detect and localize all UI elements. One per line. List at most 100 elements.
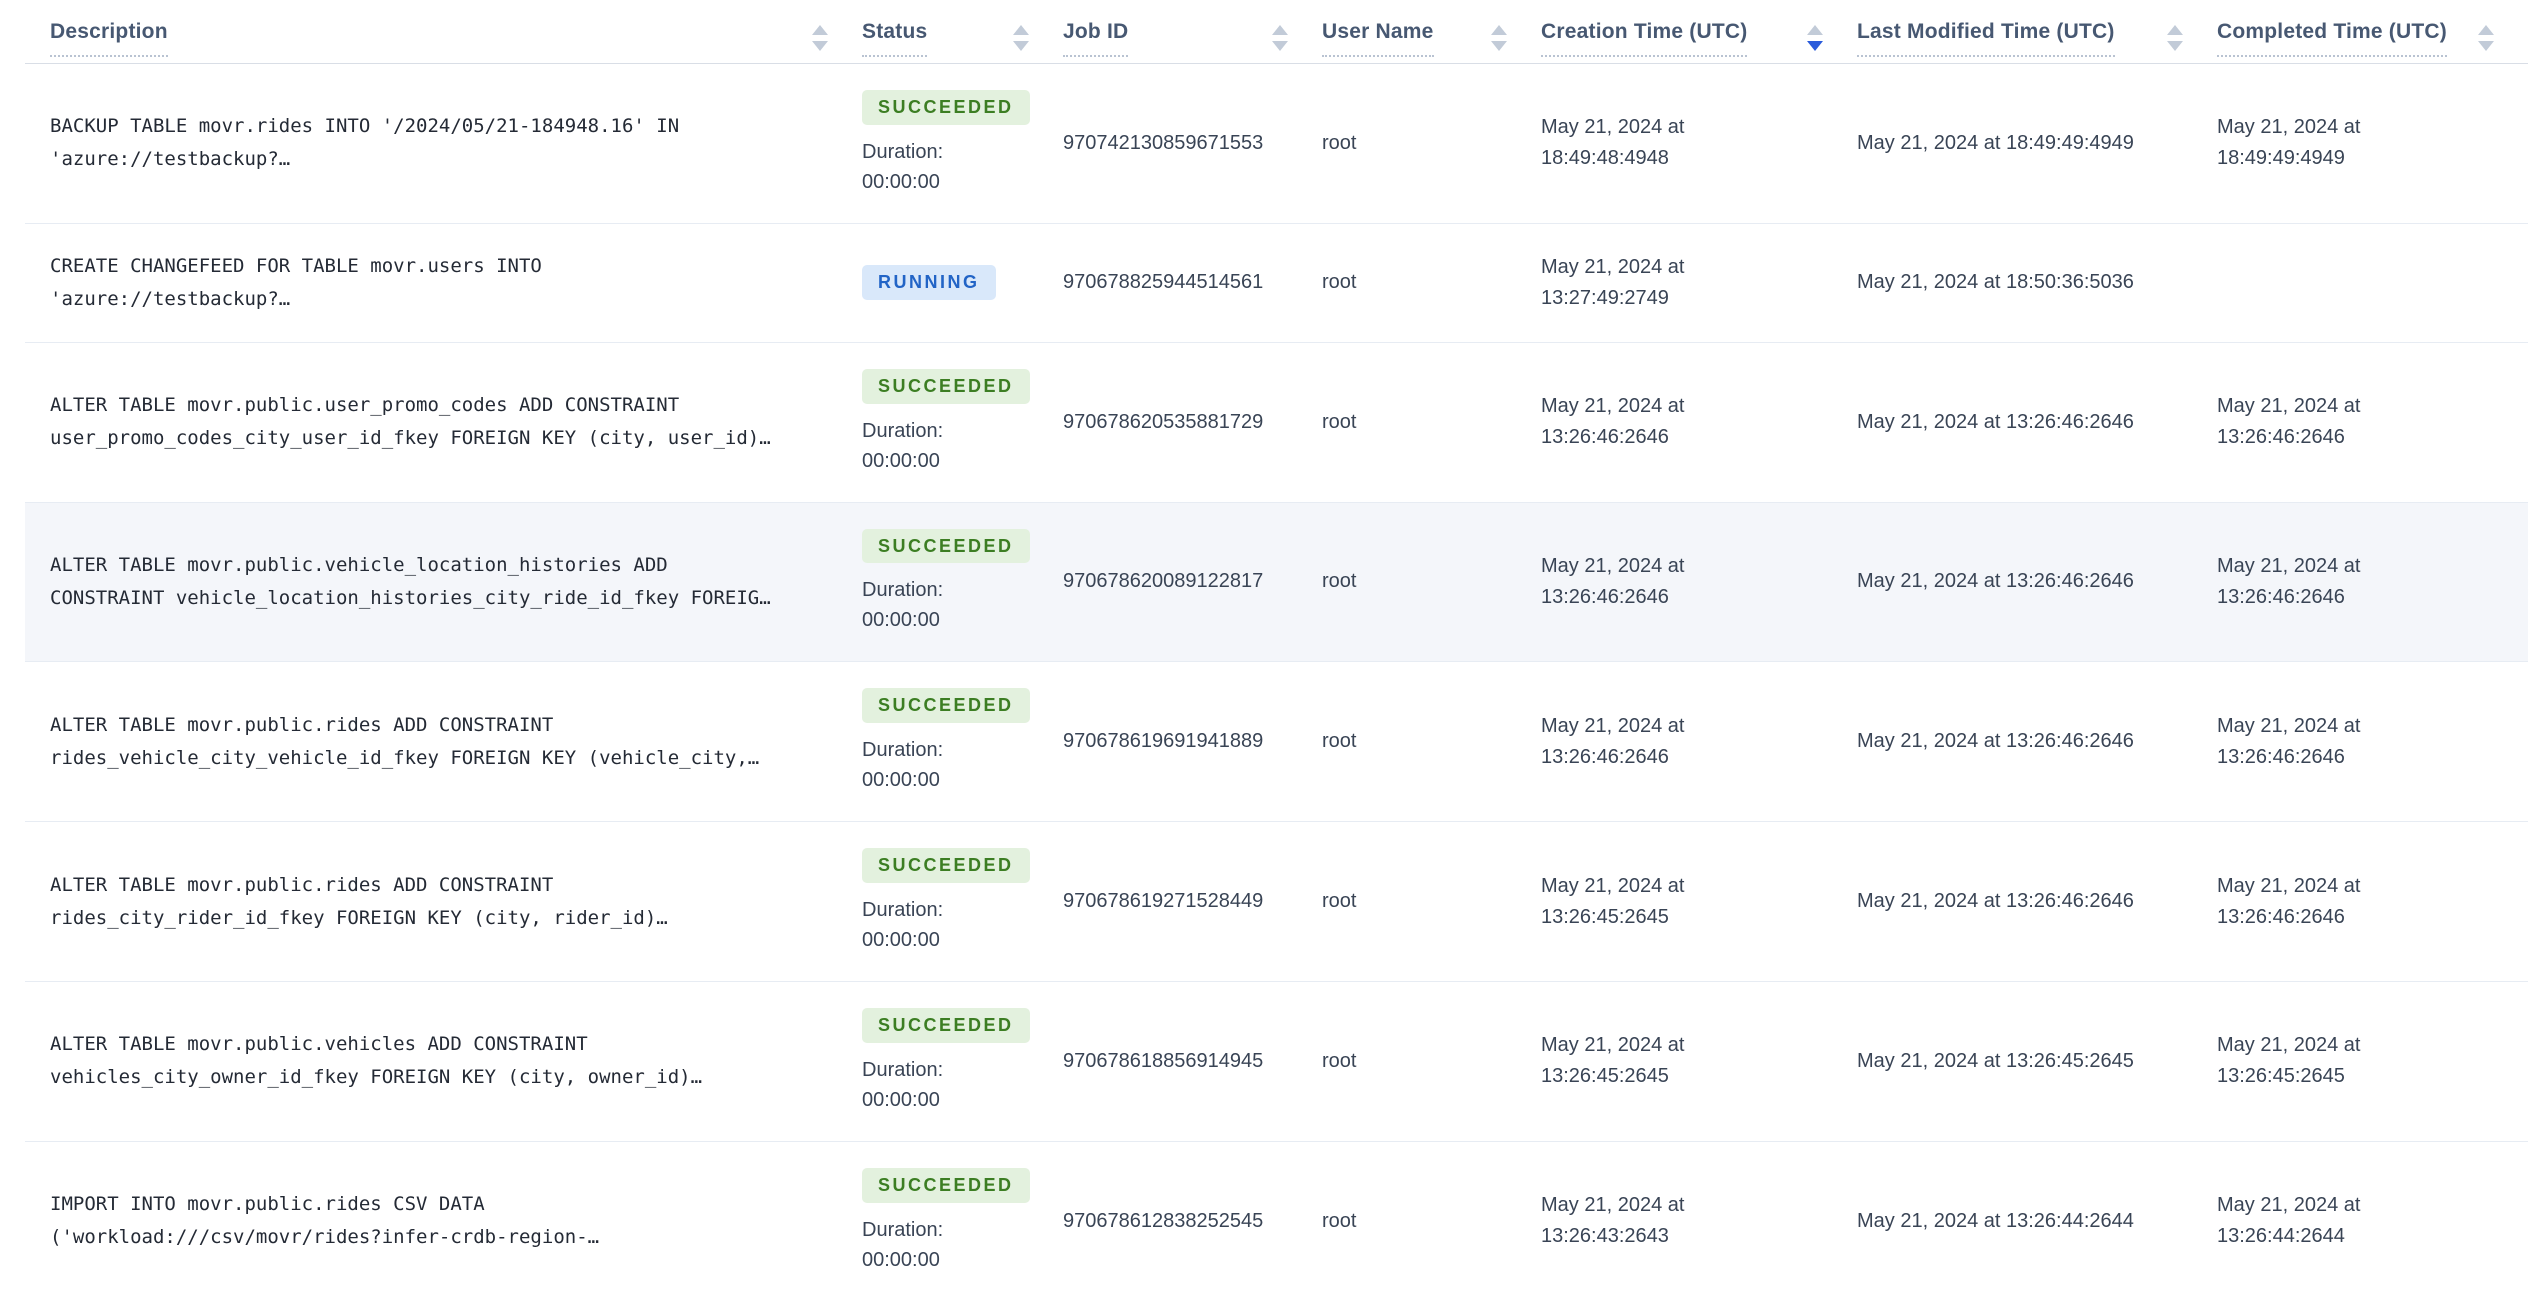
user-name-cell: root xyxy=(1322,502,1541,663)
creation-time-cell: May 21, 2024 at 13:27:49:2749 xyxy=(1541,223,1857,343)
table-header-row: Description Status Job ID User Name xyxy=(25,0,2528,64)
job-description: BACKUP TABLE movr.rides INTO '/2024/05/2… xyxy=(50,115,680,171)
job-id-cell: 970678619271528449 xyxy=(1063,821,1322,982)
column-header-user-name[interactable]: User Name xyxy=(1322,0,1541,64)
completed-time-cell: May 21, 2024 at 13:26:46:2646 xyxy=(2217,821,2528,982)
duration-label: Duration: xyxy=(862,579,944,602)
job-status-cell: SUCCEEDED Duration: 00:00:00 xyxy=(862,821,1063,982)
column-header-last-modified-time[interactable]: Last Modified Time (UTC) xyxy=(1857,0,2217,64)
last-modified-time-cell: May 21, 2024 at 18:49:49:4949 xyxy=(1857,63,2217,224)
completed-time-cell: May 21, 2024 at 13:26:44:2644 xyxy=(2217,1141,2528,1292)
user-name-cell: root xyxy=(1322,821,1541,982)
job-description: ALTER TABLE movr.public.user_promo_codes… xyxy=(50,394,771,450)
sort-asc-icon xyxy=(2167,25,2183,35)
sort-desc-icon xyxy=(2478,41,2494,51)
status-badge: SUCCEEDED xyxy=(862,528,1030,564)
job-description-cell: ALTER TABLE movr.public.vehicle_location… xyxy=(25,502,862,663)
job-description-cell: CREATE CHANGEFEED FOR TABLE movr.users I… xyxy=(25,223,862,343)
sort-icon[interactable] xyxy=(1013,25,1029,51)
user-name-cell: root xyxy=(1322,223,1541,343)
completed-time-cell: May 21, 2024 at 18:49:49:4949 xyxy=(2217,63,2528,224)
job-status-cell: SUCCEEDED Duration: 00:00:00 xyxy=(862,661,1063,823)
duration-value: 00:00:00 xyxy=(862,1248,940,1271)
column-header-description[interactable]: Description xyxy=(25,0,862,64)
sort-icon[interactable] xyxy=(1491,25,1507,51)
status-badge: SUCCEEDED xyxy=(862,1167,1030,1203)
column-header-user-name-label: User Name xyxy=(1322,20,1434,57)
job-id-cell: 970678619691941889 xyxy=(1063,661,1322,823)
job-description-cell: ALTER TABLE movr.public.rides ADD CONSTR… xyxy=(25,661,862,823)
column-header-job-id-label: Job ID xyxy=(1063,20,1129,57)
creation-time-cell: May 21, 2024 at 13:26:45:2645 xyxy=(1541,981,1857,1142)
column-header-status-label: Status xyxy=(862,20,928,57)
duration-value: 00:00:00 xyxy=(862,609,940,632)
column-header-last-modified-time-label: Last Modified Time (UTC) xyxy=(1857,20,2115,57)
sort-desc-icon xyxy=(2167,41,2183,51)
last-modified-time-cell: May 21, 2024 at 13:26:46:2646 xyxy=(1857,342,2217,503)
sort-icon-active-desc[interactable] xyxy=(1807,25,1823,51)
column-header-job-id[interactable]: Job ID xyxy=(1063,0,1322,64)
status-badge: SUCCEEDED xyxy=(862,848,1030,883)
sort-icon[interactable] xyxy=(1272,25,1288,51)
job-row[interactable]: ALTER TABLE movr.public.user_promo_codes… xyxy=(25,342,2528,503)
duration-label: Duration: xyxy=(862,739,944,762)
column-header-creation-time[interactable]: Creation Time (UTC) xyxy=(1541,0,1857,64)
completed-time-cell: May 21, 2024 at 13:26:46:2646 xyxy=(2217,502,2528,663)
duration-label: Duration: xyxy=(862,140,944,163)
column-header-creation-time-label: Creation Time (UTC) xyxy=(1541,20,1748,57)
job-description: IMPORT INTO movr.public.rides CSV DATA (… xyxy=(50,1193,600,1249)
creation-time-cell: May 21, 2024 at 13:26:46:2646 xyxy=(1541,661,1857,823)
creation-time-cell: May 21, 2024 at 13:26:45:2645 xyxy=(1541,821,1857,982)
job-description: ALTER TABLE movr.public.vehicle_location… xyxy=(50,553,771,609)
duration-label: Duration: xyxy=(862,419,944,442)
job-row[interactable]: IMPORT INTO movr.public.rides CSV DATA (… xyxy=(25,1141,2528,1292)
creation-time-cell: May 21, 2024 at 13:26:46:2646 xyxy=(1541,342,1857,503)
duration-label: Duration: xyxy=(862,1058,944,1081)
creation-time-cell: May 21, 2024 at 13:26:43:2643 xyxy=(1541,1141,1857,1292)
job-row[interactable]: CREATE CHANGEFEED FOR TABLE movr.users I… xyxy=(25,223,2528,343)
creation-time-cell: May 21, 2024 at 18:49:48:4948 xyxy=(1541,63,1857,224)
duration-value: 00:00:00 xyxy=(862,449,940,472)
status-badge: SUCCEEDED xyxy=(862,90,1030,125)
user-name-cell: root xyxy=(1322,661,1541,823)
status-badge: SUCCEEDED xyxy=(862,688,1030,724)
sort-asc-icon xyxy=(2478,25,2494,35)
user-name-cell: root xyxy=(1322,981,1541,1142)
job-row[interactable]: ALTER TABLE movr.public.rides ADD CONSTR… xyxy=(25,661,2528,823)
jobs-table: Description Status Job ID User Name xyxy=(25,0,2528,1292)
sort-asc-icon xyxy=(1013,25,1029,35)
sort-icon[interactable] xyxy=(2478,25,2494,51)
job-id-cell: 970742130859671553 xyxy=(1063,63,1322,224)
sort-icon[interactable] xyxy=(2167,25,2183,51)
job-status-cell: SUCCEEDED Duration: 00:00:00 xyxy=(862,1141,1063,1292)
column-header-status[interactable]: Status xyxy=(862,0,1063,64)
last-modified-time-cell: May 21, 2024 at 13:26:46:2646 xyxy=(1857,502,2217,663)
last-modified-time-cell: May 21, 2024 at 18:50:36:5036 xyxy=(1857,223,2217,343)
job-row[interactable]: BACKUP TABLE movr.rides INTO '/2024/05/2… xyxy=(25,63,2528,224)
job-row-highlighted[interactable]: ALTER TABLE movr.public.vehicle_location… xyxy=(25,502,2528,663)
job-row[interactable]: ALTER TABLE movr.public.vehicles ADD CON… xyxy=(25,981,2528,1142)
completed-time-cell: May 21, 2024 at 13:26:46:2646 xyxy=(2217,342,2528,503)
sort-asc-icon xyxy=(1491,25,1507,35)
status-badge: SUCCEEDED xyxy=(862,1007,1030,1043)
sort-asc-icon xyxy=(1807,25,1823,35)
sort-icon[interactable] xyxy=(812,25,828,51)
column-header-completed-time[interactable]: Completed Time (UTC) xyxy=(2217,0,2528,64)
sort-desc-icon xyxy=(1807,41,1823,51)
user-name-cell: root xyxy=(1322,1141,1541,1292)
job-id-cell: 970678620089122817 xyxy=(1063,502,1322,663)
job-id-cell: 970678825944514561 xyxy=(1063,223,1322,343)
duration-value: 00:00:00 xyxy=(862,769,940,792)
job-row[interactable]: ALTER TABLE movr.public.rides ADD CONSTR… xyxy=(25,821,2528,982)
completed-time-cell: May 21, 2024 at 13:26:46:2646 xyxy=(2217,661,2528,823)
duration-label: Duration: xyxy=(862,898,944,921)
duration-label: Duration: xyxy=(862,1218,944,1241)
sort-desc-icon xyxy=(1491,41,1507,51)
sort-desc-icon xyxy=(1013,41,1029,51)
status-badge: SUCCEEDED xyxy=(862,368,1030,404)
duration-value: 00:00:00 xyxy=(862,928,940,951)
last-modified-time-cell: May 21, 2024 at 13:26:46:2646 xyxy=(1857,821,2217,982)
job-description-cell: BACKUP TABLE movr.rides INTO '/2024/05/2… xyxy=(25,63,862,224)
column-header-completed-time-label: Completed Time (UTC) xyxy=(2217,20,2447,57)
last-modified-time-cell: May 21, 2024 at 13:26:44:2644 xyxy=(1857,1141,2217,1292)
